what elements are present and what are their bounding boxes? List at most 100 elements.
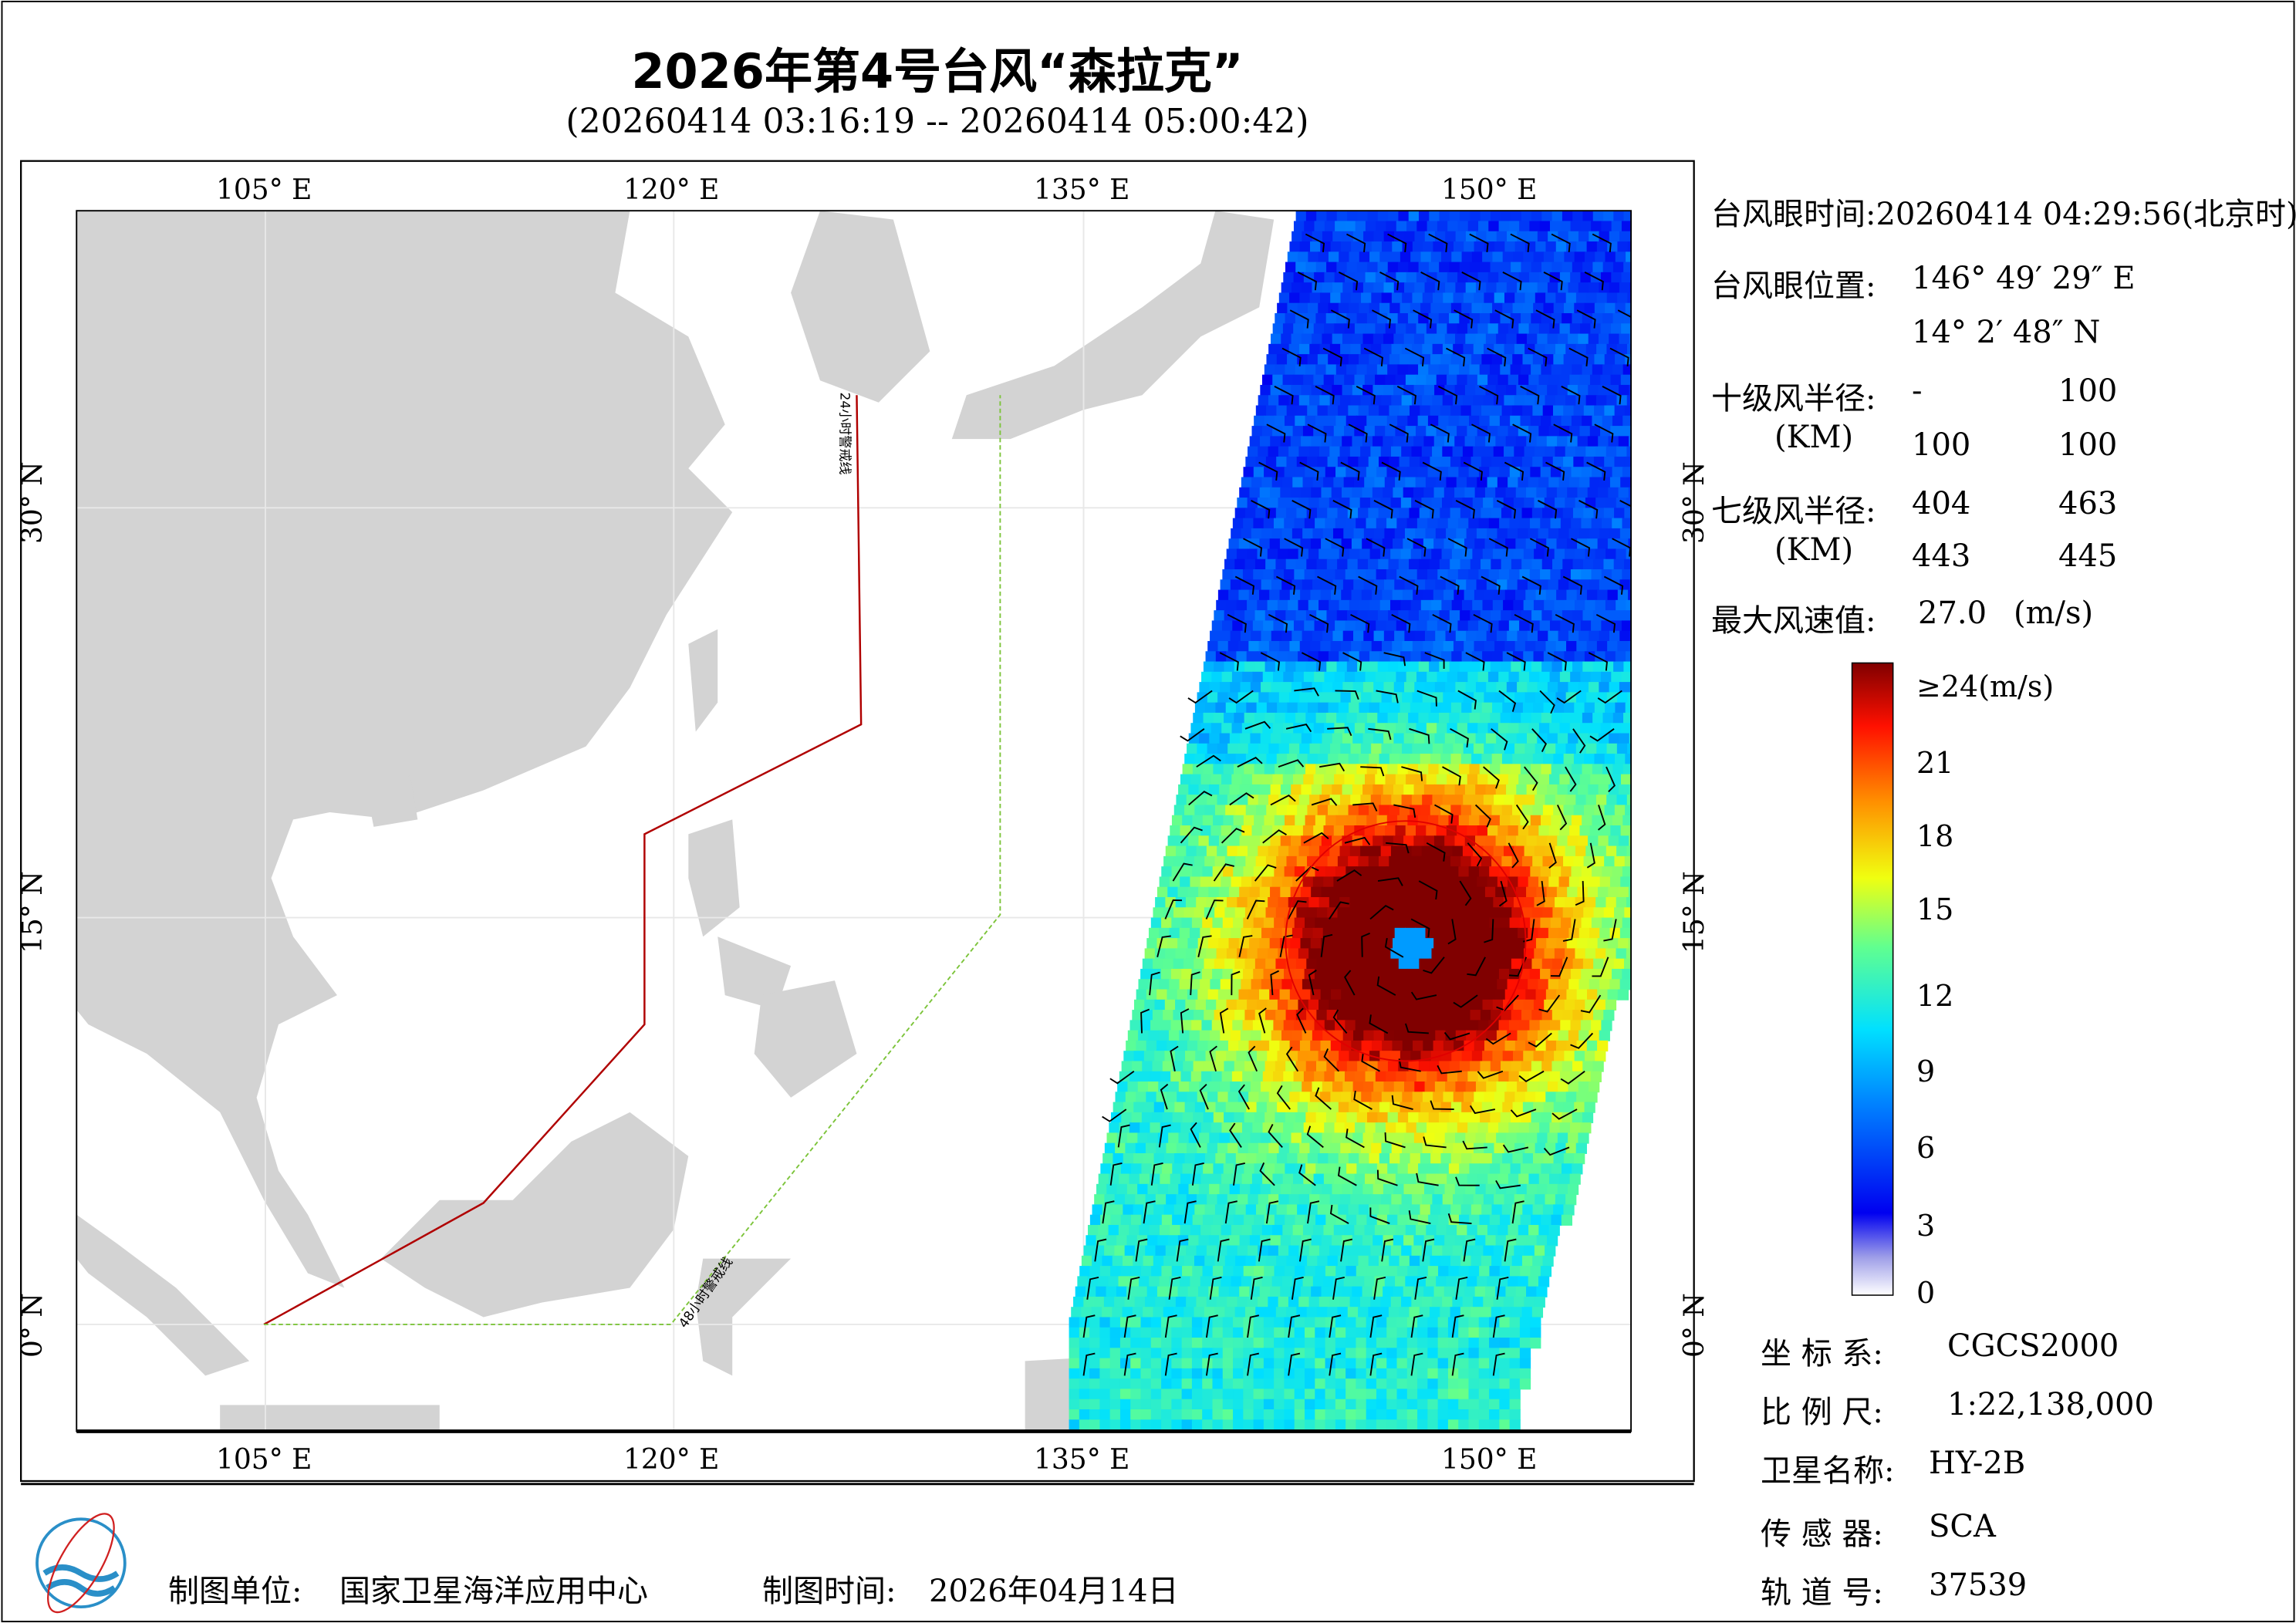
wind-cell: [1362, 1081, 1375, 1093]
wind-cell: [1240, 1030, 1252, 1041]
wind-cell: [1323, 825, 1335, 837]
wind-cell: [1304, 1020, 1315, 1031]
wind-cell: [1484, 1142, 1495, 1154]
wind-cell: [1356, 262, 1369, 273]
wind-cell: [1129, 1173, 1140, 1185]
wind-cell: [1239, 886, 1251, 898]
wind-cell: [1164, 1051, 1176, 1062]
wind-cell: [1397, 1112, 1410, 1124]
wind-cell: [1346, 1112, 1358, 1124]
wind-cell: [1427, 1317, 1439, 1328]
wind-cell: [1327, 855, 1339, 868]
wind-cell: [1464, 538, 1476, 550]
wind-cell: [1339, 395, 1352, 407]
wind-cell: [1376, 1368, 1388, 1380]
wind-cell: [1492, 702, 1504, 714]
wind-cell: [1501, 754, 1514, 765]
wind-cell: [1564, 548, 1576, 560]
wind-cell: [1089, 1266, 1101, 1277]
wind-cell: [1488, 1020, 1500, 1031]
wind-cell: [1470, 907, 1482, 919]
wind-cell: [1396, 1020, 1407, 1031]
wind-cell: [1516, 1132, 1528, 1144]
wind-cell: [1475, 282, 1487, 294]
wind-cell: [1400, 302, 1411, 314]
wind-cell: [1500, 712, 1511, 724]
wind-cell: [1562, 661, 1573, 673]
wind-cell: [1353, 1276, 1366, 1287]
wind-cell: [1598, 333, 1610, 345]
wind-cell: [1481, 805, 1493, 816]
wind-cell: [1457, 426, 1468, 437]
wind-cell: [1229, 835, 1241, 847]
wind-cell: [1562, 313, 1573, 325]
wind-cell: [1625, 805, 1632, 816]
wind-cell: [1399, 1204, 1411, 1216]
wind-cell: [1343, 477, 1355, 488]
wind-cell: [1585, 795, 1597, 806]
wind-cell: [1192, 866, 1204, 878]
wind-cell: [1363, 231, 1375, 242]
wind-cell: [1399, 456, 1410, 468]
wind-cell: [1489, 1317, 1501, 1328]
wind-cell: [1630, 477, 1632, 488]
wind-cell: [1519, 1358, 1531, 1369]
wind-cell: [1501, 661, 1512, 673]
wind-cell: [1471, 702, 1483, 714]
wind-cell: [1332, 927, 1345, 940]
wind-cell: [1467, 876, 1478, 888]
wind-cell: [1344, 1173, 1356, 1185]
wind-cell: [1272, 1224, 1284, 1237]
wind-cell: [1440, 855, 1451, 868]
wind-cell: [1130, 1399, 1142, 1410]
wind-cell: [1142, 1061, 1153, 1072]
wind-cell: [1592, 866, 1603, 878]
wind-cell: [1268, 395, 1280, 407]
wind-cell: [1281, 1081, 1292, 1093]
wind-cell: [1526, 1286, 1538, 1297]
wind-cell: [1305, 1112, 1317, 1124]
wind-cell: [1399, 855, 1410, 868]
wind-cell: [1365, 1122, 1376, 1134]
wind-cell: [1475, 1235, 1487, 1247]
wind-cell: [1459, 1112, 1470, 1124]
wind-cell: [1562, 1010, 1574, 1021]
wind-cell: [1393, 1235, 1405, 1247]
wind-cell: [1375, 671, 1387, 683]
wind-cell: [1353, 927, 1365, 940]
wind-cell: [1563, 1204, 1575, 1216]
wind-cell: [1330, 640, 1342, 653]
wind-cell: [1334, 671, 1346, 683]
wind-cell: [1183, 907, 1195, 919]
wind-cell: [1616, 498, 1627, 509]
wind-cell: [1450, 1307, 1461, 1318]
wind-cell: [1296, 508, 1308, 519]
wind-cell: [1522, 702, 1535, 714]
wind-cell: [1217, 640, 1229, 653]
wind-cell: [1473, 395, 1484, 407]
wind-cell: [1200, 876, 1211, 888]
wind-cell: [1487, 1122, 1499, 1134]
wind-cell: [1356, 1112, 1368, 1124]
wind-cell: [1233, 1378, 1244, 1390]
wind-cell: [1496, 1081, 1508, 1093]
wind-cell: [1280, 1235, 1292, 1247]
wind-cell: [1471, 1152, 1483, 1165]
wind-cell: [1450, 1152, 1462, 1165]
wind-cell: [1145, 1245, 1156, 1257]
wind-cell: [1324, 1020, 1336, 1031]
wind-cell: [1302, 1081, 1313, 1093]
wind-cell: [1550, 518, 1562, 529]
wind-cell: [1263, 1368, 1275, 1380]
wind-cell: [1415, 426, 1427, 437]
wind-cell: [1362, 886, 1373, 898]
wind-cell: [1116, 1235, 1128, 1247]
wind-cell: [1415, 979, 1427, 990]
wind-cell: [1481, 1255, 1493, 1267]
wind-cell: [1499, 1266, 1511, 1277]
wind-cell: [1219, 784, 1231, 796]
wind-cell: [1376, 1266, 1388, 1277]
wind-cell: [1146, 1092, 1157, 1103]
wind-cell: [1575, 292, 1588, 304]
wind-cell: [1432, 1245, 1443, 1257]
